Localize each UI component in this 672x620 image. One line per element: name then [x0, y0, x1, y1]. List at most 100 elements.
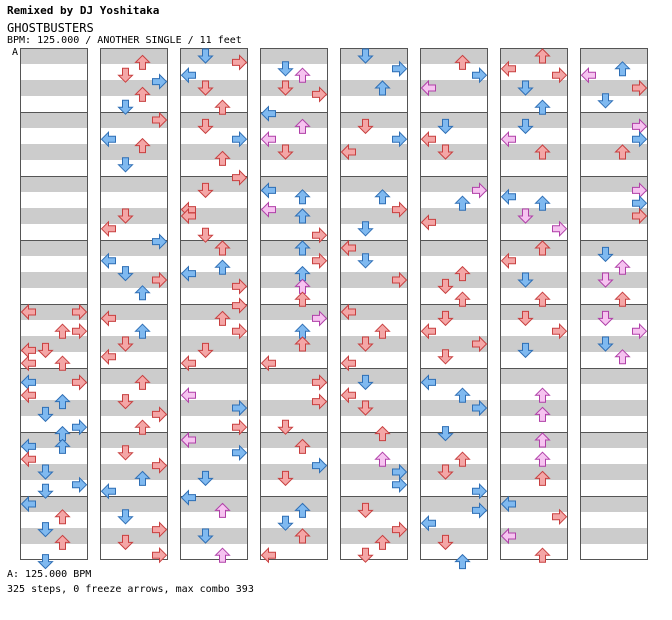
up-arrow: [454, 291, 471, 307]
beat-stripe: [100, 80, 168, 96]
left-arrow: [500, 188, 516, 206]
down-arrow: [437, 144, 454, 160]
right-arrow: [632, 79, 648, 97]
left-arrow: [180, 354, 196, 372]
beat-stripe: [580, 176, 648, 192]
right-arrow: [472, 502, 488, 519]
right-arrow: [312, 374, 328, 391]
right-arrow: [472, 399, 488, 417]
down-arrow: [37, 406, 54, 423]
beat-stripe: [420, 528, 488, 544]
up-arrow: [214, 310, 231, 326]
left-arrow: [420, 322, 436, 340]
up-arrow: [134, 470, 151, 486]
beat-stripe: [100, 528, 168, 544]
remix-credit: Remixed by DJ Yoshitaka: [7, 4, 160, 17]
beat-stripe: [500, 208, 568, 224]
beat-stripe: [180, 464, 248, 480]
down-arrow: [437, 118, 454, 135]
beat-stripe: [420, 80, 488, 96]
left-arrow: [260, 130, 276, 148]
up-arrow: [614, 291, 631, 307]
right-arrow: [392, 521, 408, 538]
down-arrow: [197, 118, 214, 135]
up-arrow: [134, 137, 151, 154]
beat-stripe: [20, 528, 88, 544]
down-arrow: [37, 464, 54, 480]
down-arrow: [37, 483, 54, 499]
beat-stripe: [20, 496, 88, 512]
up-arrow: [214, 547, 231, 563]
right-arrow: [312, 457, 328, 474]
beat-stripe: [340, 464, 408, 480]
beat-stripe: [260, 144, 328, 160]
down-arrow: [597, 246, 614, 263]
bpm-summary: A: 125.000 BPM: [7, 569, 92, 580]
right-arrow: [152, 457, 168, 474]
right-arrow: [232, 130, 248, 148]
beat-stripe: [580, 432, 648, 448]
down-arrow: [197, 182, 214, 199]
right-arrow: [392, 130, 408, 148]
beat-stripe: [420, 240, 488, 256]
beat-stripe: [500, 400, 568, 416]
up-arrow: [454, 265, 471, 282]
chart-column: [20, 48, 88, 570]
beat-stripe: [580, 400, 648, 416]
down-arrow: [437, 278, 454, 295]
column-border: [340, 48, 408, 560]
up-arrow: [134, 374, 151, 390]
left-arrow: [180, 207, 196, 225]
beat-stripe: [420, 112, 488, 128]
right-arrow: [392, 60, 408, 78]
beat-stripe: [500, 80, 568, 96]
right-arrow: [552, 508, 568, 526]
down-arrow: [597, 272, 614, 288]
beat-stripe: [20, 336, 88, 352]
up-arrow: [534, 144, 551, 160]
beat-stripe: [260, 304, 328, 320]
up-arrow: [294, 118, 311, 134]
up-arrow: [614, 259, 631, 275]
up-arrow: [54, 509, 71, 525]
up-arrow: [294, 528, 311, 544]
up-arrow: [294, 336, 311, 352]
right-arrow: [312, 310, 328, 327]
beat-stripe: [340, 496, 408, 512]
left-arrow: [500, 130, 516, 148]
left-arrow: [100, 252, 116, 270]
up-arrow: [374, 534, 391, 550]
beat-stripe: [580, 336, 648, 352]
beat-stripe: [260, 272, 328, 288]
down-arrow: [197, 227, 214, 243]
right-arrow: [72, 303, 88, 321]
beat-stripe: [180, 176, 248, 192]
up-arrow: [294, 291, 311, 307]
down-arrow: [597, 310, 614, 327]
right-arrow: [312, 393, 328, 410]
beat-stripe: [100, 272, 168, 288]
left-arrow: [420, 130, 436, 148]
beat-stripe: [260, 464, 328, 480]
beat-stripe: [340, 272, 408, 288]
down-arrow: [357, 374, 374, 391]
right-arrow: [472, 66, 488, 84]
left-arrow: [340, 143, 356, 161]
beat-stripe: [100, 368, 168, 384]
down-arrow: [37, 554, 54, 570]
beat-stripe: [180, 496, 248, 512]
beat-stripe: [580, 464, 648, 480]
down-arrow: [517, 342, 534, 359]
beat-stripe: [180, 208, 248, 224]
right-arrow: [232, 54, 248, 71]
left-arrow: [180, 489, 196, 506]
beat-stripe: [20, 48, 88, 64]
right-arrow: [232, 399, 248, 417]
left-arrow: [180, 66, 196, 84]
down-arrow: [357, 502, 374, 519]
right-arrow: [72, 418, 88, 436]
beat-stripe: [500, 432, 568, 448]
left-arrow: [180, 265, 196, 282]
right-arrow: [232, 444, 248, 462]
